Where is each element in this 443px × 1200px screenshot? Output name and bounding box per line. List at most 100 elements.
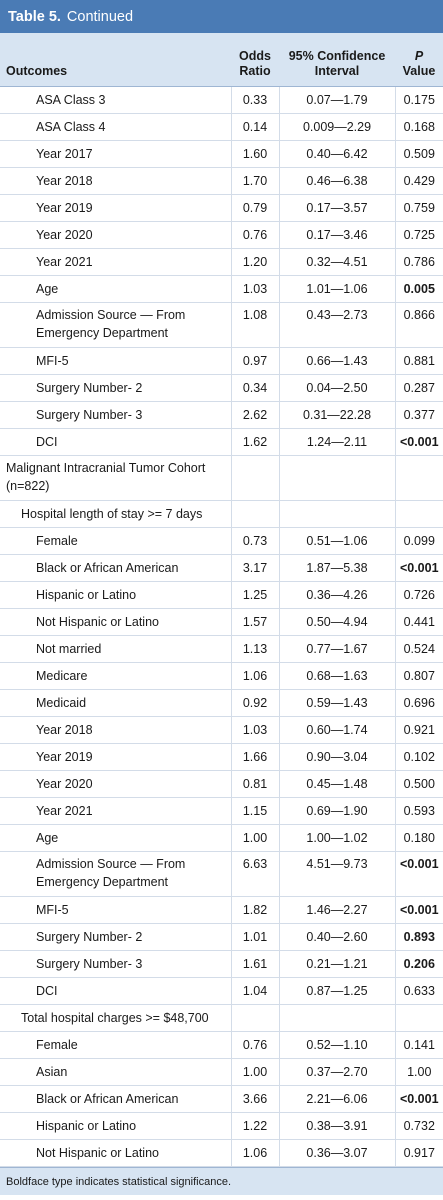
row-label: Year 2019	[0, 743, 231, 771]
empty-cell	[230, 1004, 279, 1032]
odds-ratio-cell: 0.81	[230, 770, 279, 798]
cohort-heading: Malignant Intracranial Tumor Cohort (n=82…	[0, 455, 443, 501]
p-value-cell: 0.102	[394, 743, 443, 771]
table-row: Year 2020 0.76 0.17—3.46 0.725	[0, 221, 443, 249]
table-row: Surgery Number- 3 1.61 0.21—1.21 0.206	[0, 950, 443, 978]
confidence-interval-cell: 0.38—3.91	[278, 1112, 395, 1140]
empty-cell	[394, 500, 443, 528]
confidence-interval-cell: 0.69—1.90	[278, 797, 395, 825]
row-label: Female	[0, 527, 231, 555]
odds-ratio-cell: 3.17	[230, 554, 279, 582]
p-value-cell: 0.099	[394, 527, 443, 555]
odds-ratio-cell: 1.13	[230, 635, 279, 663]
p-value-cell: 0.509	[394, 140, 443, 168]
row-label: DCI	[0, 428, 231, 456]
row-label: Surgery Number- 2	[0, 374, 231, 402]
table-row: Age 1.00 1.00—1.02 0.180	[0, 824, 443, 852]
p-value-cell: 0.881	[394, 347, 443, 375]
confidence-interval-cell: 0.31—22.28	[278, 401, 395, 429]
row-label: Not married	[0, 635, 231, 663]
p-value-cell: 0.759	[394, 194, 443, 222]
table-row: Female 0.73 0.51—1.06 0.099	[0, 527, 443, 555]
odds-ratio-cell: 0.76	[230, 221, 279, 249]
p-value-cell: 0.786	[394, 248, 443, 276]
table-row: Age 1.03 1.01—1.06 0.005	[0, 275, 443, 303]
table-row: Year 2017 1.60 0.40—6.42 0.509	[0, 140, 443, 168]
table-header: Outcomes Odds Ratio 95% Confidence Interva…	[0, 33, 443, 87]
odds-ratio-cell: 1.57	[230, 608, 279, 636]
odds-ratio-cell: 1.03	[230, 275, 279, 303]
p-value-cell: 0.429	[394, 167, 443, 195]
row-label: Year 2021	[0, 797, 231, 825]
table-row: ASA Class 4 0.14 0.009—2.29 0.168	[0, 113, 443, 141]
odds-ratio-cell: 6.63	[230, 851, 279, 897]
row-label: ASA Class 4	[0, 113, 231, 141]
p-value-cell: 0.696	[394, 689, 443, 717]
odds-ratio-cell: 0.34	[230, 374, 279, 402]
empty-cell	[394, 1004, 443, 1032]
confidence-interval-cell: 0.59—1.43	[278, 689, 395, 717]
confidence-interval-cell: 0.87—1.25	[278, 977, 395, 1005]
row-label: Year 2021	[0, 248, 231, 276]
p-value-cell: 0.175	[394, 86, 443, 114]
p-value-cell: 0.141	[394, 1031, 443, 1059]
row-label: Asian	[0, 1058, 231, 1086]
cohort-heading-label: Malignant Intracranial Tumor Cohort (n=82…	[0, 455, 231, 501]
odds-ratio-cell: 1.04	[230, 977, 279, 1005]
p-value-cell: 0.206	[394, 950, 443, 978]
confidence-interval-cell: 0.32—4.51	[278, 248, 395, 276]
table-row: Year 2018 1.03 0.60—1.74 0.921	[0, 716, 443, 744]
p-value-cell: 0.893	[394, 923, 443, 951]
confidence-interval-cell: 0.36—3.07	[278, 1139, 395, 1167]
confidence-interval-cell: 0.68—1.63	[278, 662, 395, 690]
row-label: Black or African American	[0, 554, 231, 582]
confidence-interval-cell: 0.60—1.74	[278, 716, 395, 744]
p-value-cell: 0.725	[394, 221, 443, 249]
odds-ratio-cell: 1.00	[230, 824, 279, 852]
p-value-cell: 0.500	[394, 770, 443, 798]
empty-cell	[278, 500, 395, 528]
confidence-interval-cell: 0.90—3.04	[278, 743, 395, 771]
row-label: Hispanic or Latino	[0, 581, 231, 609]
confidence-interval-cell: 0.009—2.29	[278, 113, 395, 141]
odds-ratio-cell: 1.82	[230, 896, 279, 924]
row-label: MFI-5	[0, 896, 231, 924]
row-label: Surgery Number- 2	[0, 923, 231, 951]
empty-cell	[230, 500, 279, 528]
row-label: Medicare	[0, 662, 231, 690]
confidence-interval-cell: 1.24—2.11	[278, 428, 395, 456]
row-label: Not Hispanic or Latino	[0, 1139, 231, 1167]
row-label: Surgery Number- 3	[0, 401, 231, 429]
p-value-cell: 1.00	[394, 1058, 443, 1086]
p-value-cell: <0.001	[394, 428, 443, 456]
p-value-cell: <0.001	[394, 896, 443, 924]
row-label: Hispanic or Latino	[0, 1112, 231, 1140]
subgroup-heading: Total hospital charges >= $48,700	[0, 1004, 443, 1032]
p-value-cell: 0.287	[394, 374, 443, 402]
table-row: Year 2021 1.15 0.69—1.90 0.593	[0, 797, 443, 825]
table-row: DCI 1.04 0.87—1.25 0.633	[0, 977, 443, 1005]
odds-ratio-cell: 1.15	[230, 797, 279, 825]
table-row: Year 2018 1.70 0.46—6.38 0.429	[0, 167, 443, 195]
confidence-interval-cell: 0.66—1.43	[278, 347, 395, 375]
row-label: Medicaid	[0, 689, 231, 717]
row-label: ASA Class 3	[0, 86, 231, 114]
row-label: Admission Source — From Emergency Departm…	[0, 851, 231, 897]
odds-ratio-cell: 1.03	[230, 716, 279, 744]
confidence-interval-cell: 0.52—1.10	[278, 1031, 395, 1059]
p-value-cell: 0.726	[394, 581, 443, 609]
table-row: Asian 1.00 0.37—2.70 1.00	[0, 1058, 443, 1086]
table-row: Year 2021 1.20 0.32—4.51 0.786	[0, 248, 443, 276]
p-value-cell: 0.866	[394, 302, 443, 348]
table-row: MFI-5 0.97 0.66—1.43 0.881	[0, 347, 443, 375]
row-label: Year 2019	[0, 194, 231, 222]
odds-ratio-cell: 0.97	[230, 347, 279, 375]
odds-ratio-cell: 0.33	[230, 86, 279, 114]
table-row: Medicare 1.06 0.68—1.63 0.807	[0, 662, 443, 690]
confidence-interval-cell: 0.04—2.50	[278, 374, 395, 402]
row-label: Age	[0, 275, 231, 303]
row-label: Year 2020	[0, 221, 231, 249]
header-odds-ratio: Odds Ratio	[231, 33, 279, 87]
table-row: Admission Source — From Emergency Departm…	[0, 302, 443, 348]
confidence-interval-cell: 0.17—3.57	[278, 194, 395, 222]
